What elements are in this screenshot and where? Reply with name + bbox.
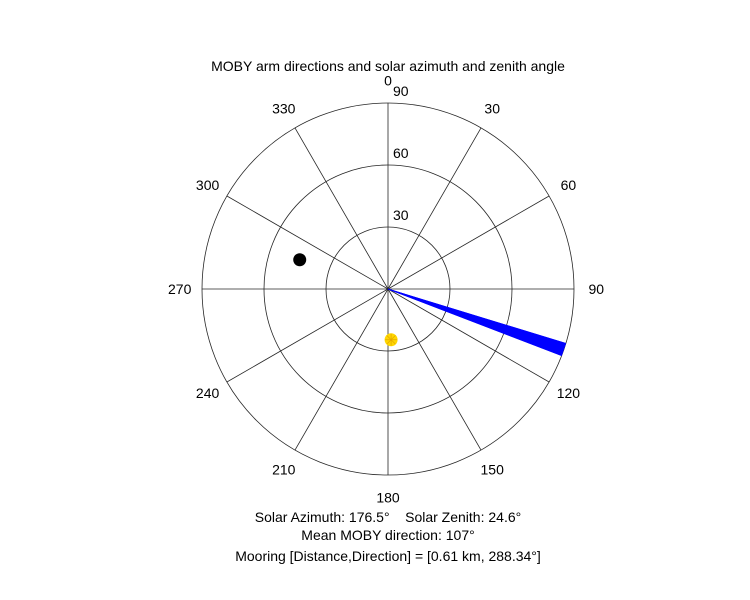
grid-spoke-30 [387, 127, 482, 290]
theta-tick-label: 120 [557, 385, 581, 401]
r-tick-label: 30 [393, 207, 409, 223]
r-tick-label: 60 [393, 145, 409, 161]
footer-moby-direction: Mean MOBY direction: 107° [301, 527, 474, 543]
theta-tick-label: 210 [272, 461, 296, 477]
theta-tick-label: 0 [384, 73, 392, 89]
grid-spoke-210 [294, 288, 389, 451]
mooring-marker [293, 253, 307, 267]
theta-tick-label: 30 [484, 101, 500, 117]
theta-tick-label: 60 [561, 177, 577, 193]
theta-tick-label: 90 [589, 281, 605, 297]
moby-arm-directions [387, 288, 567, 357]
sun-ray [386, 339, 392, 345]
polar-points [293, 253, 398, 347]
theta-tick-label: 330 [272, 101, 296, 117]
theta-tick-label: 150 [481, 461, 505, 477]
polar-tick-labels: 0 30 60 90 120 150 180 210 240 270 300 330 30 60 90 [168, 73, 604, 506]
grid-spoke-240 [226, 288, 389, 383]
moby-arm-line [387, 288, 562, 357]
grid-spoke-120 [387, 288, 550, 383]
sun-ray [390, 335, 396, 341]
grid-spoke-300 [226, 195, 389, 290]
theta-tick-label: 240 [196, 385, 220, 401]
sun-ray [390, 339, 396, 345]
polar-grid [201, 102, 575, 476]
theta-tick-label: 300 [196, 177, 220, 193]
footer-mooring-line: Mooring [Distance,Direction] = [0.61 km,… [235, 548, 541, 564]
sun-ray [386, 335, 392, 341]
theta-tick-label: 270 [168, 281, 192, 297]
r-tick-label: 90 [393, 83, 409, 99]
theta-tick-label: 180 [376, 489, 400, 505]
footer-solar-line: Solar Azimuth: 176.5° Solar Zenith: 24.6… [255, 509, 521, 525]
grid-spoke-330 [294, 127, 389, 290]
grid-spoke-60 [387, 195, 550, 290]
chart-title: MOBY arm directions and solar azimuth an… [211, 58, 565, 74]
sun-marker-rays [385, 333, 398, 346]
grid-spoke-150 [387, 288, 482, 451]
